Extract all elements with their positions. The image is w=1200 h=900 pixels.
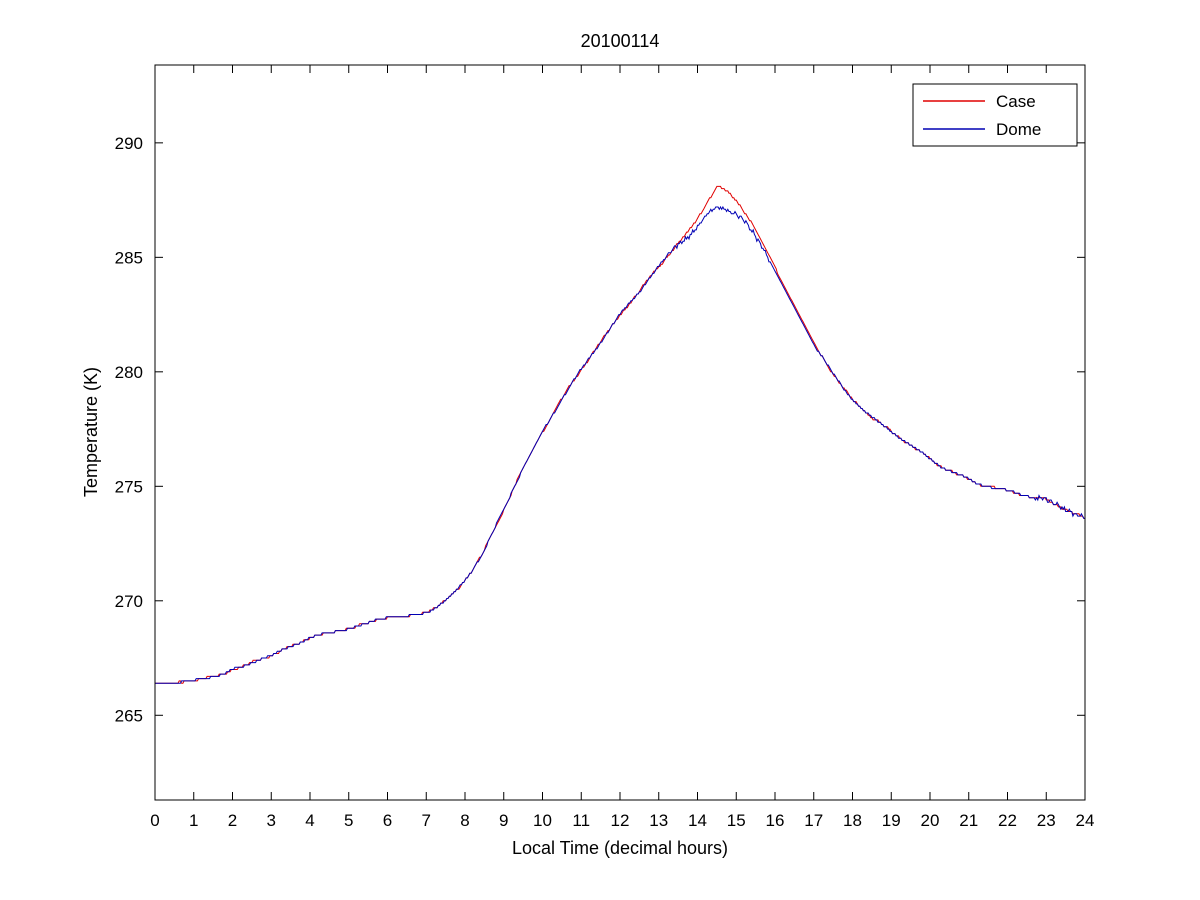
plot-area <box>155 65 1085 800</box>
y-tick-label: 280 <box>115 363 143 382</box>
x-tick-label: 5 <box>344 811 353 830</box>
x-tick-label: 15 <box>727 811 746 830</box>
x-tick-label: 2 <box>228 811 237 830</box>
y-tick-label: 265 <box>115 706 143 725</box>
x-tick-label: 21 <box>959 811 978 830</box>
x-tick-label: 16 <box>766 811 785 830</box>
x-tick-label: 7 <box>422 811 431 830</box>
chart-title: 20100114 <box>581 31 660 51</box>
series-path-dome <box>155 205 1085 684</box>
x-tick-label: 11 <box>572 811 590 830</box>
x-tick-label: 10 <box>533 811 552 830</box>
x-tick-label: 18 <box>843 811 862 830</box>
legend-label-case: Case <box>996 92 1036 111</box>
x-tick-label: 13 <box>649 811 668 830</box>
x-tick-label: 24 <box>1076 811 1095 830</box>
y-tick-label: 285 <box>115 248 143 267</box>
x-tick-label: 3 <box>267 811 276 830</box>
x-tick-label: 4 <box>305 811 314 830</box>
x-tick-label: 9 <box>499 811 508 830</box>
x-tick-label: 14 <box>688 811 707 830</box>
x-tick-label: 1 <box>189 811 198 830</box>
legend: Case Dome <box>912 83 1078 147</box>
x-tick-label: 17 <box>804 811 823 830</box>
ticks-layer <box>154 65 1086 800</box>
y-tick-label: 275 <box>115 477 143 496</box>
x-tick-label: 8 <box>460 811 469 830</box>
series-layer <box>155 185 1085 684</box>
legend-label-dome: Dome <box>996 120 1041 139</box>
y-tick-label: 270 <box>115 592 143 611</box>
y-tick-label: 290 <box>115 134 143 153</box>
tick-labels-layer: 0 1 2 3 4 5 6 7 8 9 10 11 12 13 14 15 16 17 18 19 20 21 22 23 24… <box>115 134 1095 830</box>
x-axis-label: Local Time (decimal hours) <box>512 838 728 858</box>
x-tick-label: 0 <box>150 811 159 830</box>
x-tick-label: 19 <box>882 811 901 830</box>
x-tick-label: 12 <box>611 811 630 830</box>
x-tick-label: 20 <box>921 811 940 830</box>
y-axis-label: Temperature (K) <box>81 367 101 497</box>
x-tick-label: 23 <box>1037 811 1056 830</box>
x-tick-label: 22 <box>998 811 1017 830</box>
x-tick-label: 6 <box>383 811 392 830</box>
legend-box <box>912 83 1078 147</box>
